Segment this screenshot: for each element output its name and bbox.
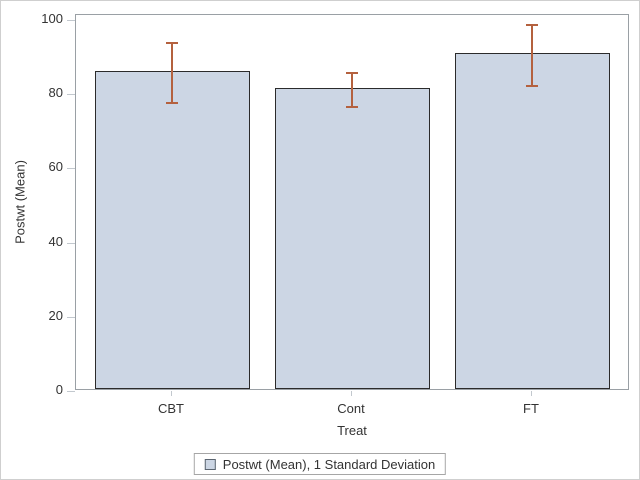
bar-cont (274, 88, 430, 389)
error-bar-line-ft (531, 23, 533, 87)
y-tick-label-100: 100 (41, 11, 63, 26)
x-tick-cbt (171, 391, 172, 396)
x-category-label-ft: FT (523, 401, 539, 416)
plot-area (67, 14, 629, 392)
legend: Postwt (Mean), 1 Standard Deviation (193, 453, 447, 475)
y-tick-60 (67, 168, 75, 169)
legend-entry-label: Postwt (Mean), 1 Standard Deviation (222, 456, 436, 472)
error-bar-line-cont (351, 72, 353, 108)
y-tick-label-40: 40 (48, 233, 63, 249)
y-tick-80 (67, 94, 75, 95)
error-bar-cap-high-cont (346, 72, 358, 75)
x-tick-ft (531, 391, 532, 396)
x-axis-title: Treat (337, 423, 367, 438)
error-bar-cap-low-cont (346, 105, 358, 108)
y-tick-0 (67, 391, 75, 392)
y-tick-label-60: 60 (48, 159, 63, 175)
y-axis-title: Postwt (Mean) (12, 160, 28, 244)
x-tick-cont (351, 391, 352, 396)
y-tick-label-80: 80 (48, 85, 63, 101)
bar-ft (454, 53, 610, 389)
x-category-label-cont: Cont (337, 401, 365, 416)
bar-cbt (94, 71, 250, 389)
y-tick-40 (67, 243, 75, 244)
error-bar-cap-low-cbt (166, 102, 178, 105)
legend-swatch-icon (204, 458, 216, 470)
y-tick-100 (67, 20, 75, 21)
y-tick-20 (67, 317, 75, 318)
x-category-label-cbt: CBT (158, 401, 184, 416)
error-bar-cap-low-ft (526, 84, 538, 87)
y-tick-label-0: 0 (55, 382, 63, 397)
error-bar-cap-high-ft (526, 23, 538, 26)
error-bar-line-cbt (171, 41, 173, 105)
error-bar-cap-high-cbt (166, 41, 178, 44)
y-tick-label-20: 20 (48, 307, 63, 323)
